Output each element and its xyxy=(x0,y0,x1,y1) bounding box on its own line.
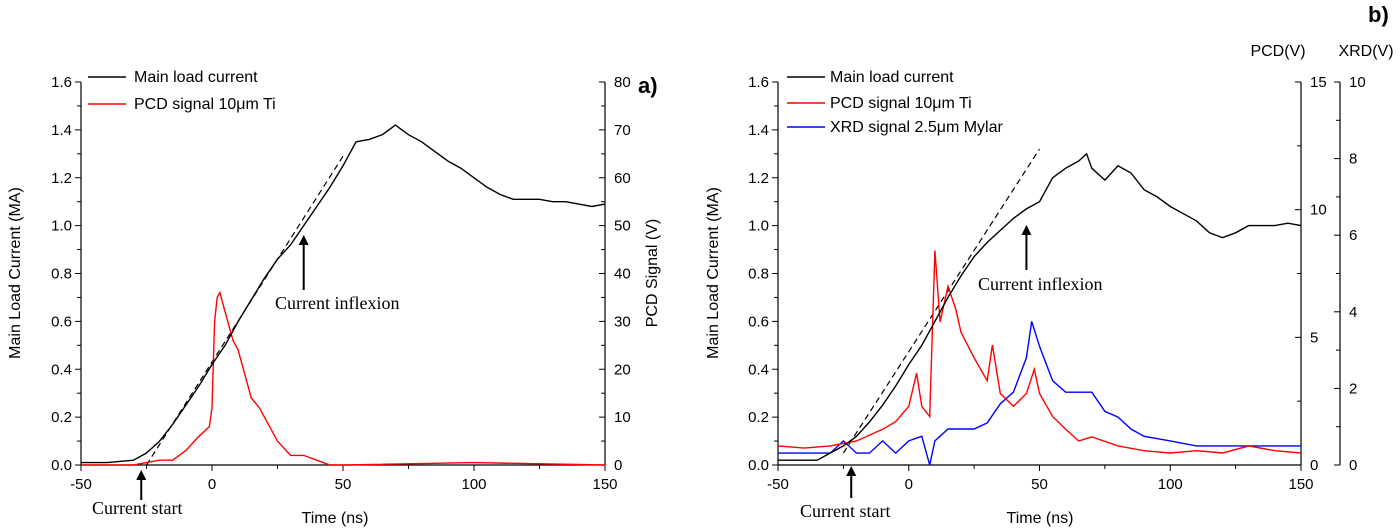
panel-label-b: b) xyxy=(1368,2,1389,27)
y2-tick-label: 0 xyxy=(1310,457,1318,474)
annotation-start-a: Current start xyxy=(92,498,182,518)
pcd-axis-label: PCD(V) xyxy=(1250,43,1305,60)
y2-tick-label: 30 xyxy=(614,313,631,330)
x-tick-label: 50 xyxy=(1031,476,1048,493)
series-line xyxy=(81,290,606,466)
x-tick-label: 0 xyxy=(905,476,913,493)
y2-tick-label: 70 xyxy=(614,122,631,139)
arrow-inflexion-head-icon xyxy=(298,235,309,245)
y-tick-label: 0.8 xyxy=(51,266,72,283)
x-tick-label: 150 xyxy=(592,476,617,493)
y-tick-label: 0.8 xyxy=(748,266,769,283)
x-tick-label: 150 xyxy=(1288,476,1313,493)
fit-line xyxy=(842,148,1041,454)
y2-tick-label: 20 xyxy=(614,361,631,378)
x-axis-label-b: Time (ns) xyxy=(1007,510,1074,527)
arrow-start-head-icon xyxy=(846,466,857,476)
y2-tick-label: 60 xyxy=(614,170,631,187)
y-tick-label: 1.4 xyxy=(748,122,769,139)
arrow-inflexion-head-icon xyxy=(1021,225,1032,235)
y-tick-label: 1.6 xyxy=(51,74,72,91)
y-tick-label: 0.6 xyxy=(51,313,72,330)
y-tick-label: 0.0 xyxy=(748,457,769,474)
x-tick-label: -50 xyxy=(70,476,92,493)
x-tick-label: 0 xyxy=(208,476,216,493)
xrd-tick-label: 10 xyxy=(1349,74,1366,91)
y-tick-label: 0.4 xyxy=(748,361,769,378)
y-axis-label-b: Main Load Current (MA) xyxy=(705,187,722,359)
legend-label: XRD signal 2.5μm Mylar xyxy=(830,119,1003,136)
y2-tick-label: 10 xyxy=(614,409,631,426)
y2-tick-label: 50 xyxy=(614,218,631,235)
xrd-tick-label: 2 xyxy=(1349,380,1357,397)
legend-label: PCD signal 10μm Ti xyxy=(830,95,972,112)
y2-tick-label: 10 xyxy=(1310,202,1327,219)
xrd-axis-label: XRD(V) xyxy=(1338,43,1393,60)
x-tick-label: 100 xyxy=(461,476,486,493)
xrd-tick-label: 0 xyxy=(1349,457,1357,474)
series-line xyxy=(81,124,606,464)
legend-label: Main load current xyxy=(830,69,954,86)
y-tick-label: 0.2 xyxy=(51,409,72,426)
y2-axis-label-a: PCD Signal (V) xyxy=(644,219,661,327)
series-line xyxy=(778,321,1301,466)
annotation-start-b: Current start xyxy=(800,501,890,521)
annotation-inflexion-b: Current inflexion xyxy=(978,274,1102,294)
y2-tick-label: 5 xyxy=(1310,329,1318,346)
y-tick-label: 0.4 xyxy=(51,361,72,378)
x-tick-label: 100 xyxy=(1158,476,1183,493)
x-tick-label: 50 xyxy=(335,476,352,493)
y-tick-label: 1.6 xyxy=(748,74,769,91)
y-tick-label: 1.0 xyxy=(748,218,769,235)
x-axis-label-a: Time (ns) xyxy=(302,510,369,527)
y-tick-label: 1.2 xyxy=(51,170,72,187)
legend-label: PCD signal 10μm Ti xyxy=(134,96,276,113)
xrd-tick-label: 6 xyxy=(1349,227,1357,244)
xrd-tick-label: 4 xyxy=(1349,304,1357,321)
arrow-start-head-icon xyxy=(136,470,147,480)
panel-label-a: a) xyxy=(638,73,658,98)
xrd-tick-label: 8 xyxy=(1349,151,1357,168)
series-line xyxy=(777,250,1302,454)
y-tick-label: 0.6 xyxy=(748,313,769,330)
y2-tick-label: 80 xyxy=(614,74,631,91)
y2-tick-label: 15 xyxy=(1310,74,1327,91)
annotation-inflexion-a: Current inflexion xyxy=(275,293,399,313)
y-tick-label: 0.2 xyxy=(748,409,769,426)
legend-label: Main load current xyxy=(134,69,258,86)
series-line xyxy=(778,152,1302,461)
y2-tick-label: 0 xyxy=(614,457,622,474)
y-tick-label: 1.0 xyxy=(51,218,72,235)
y-axis-label-a: Main Load Current (MA) xyxy=(7,187,24,359)
y-tick-label: 0.0 xyxy=(51,457,72,474)
y-tick-label: 1.2 xyxy=(748,170,769,187)
y2-tick-label: 40 xyxy=(614,266,631,283)
y-tick-label: 1.4 xyxy=(51,122,72,139)
x-tick-label: -50 xyxy=(767,476,789,493)
